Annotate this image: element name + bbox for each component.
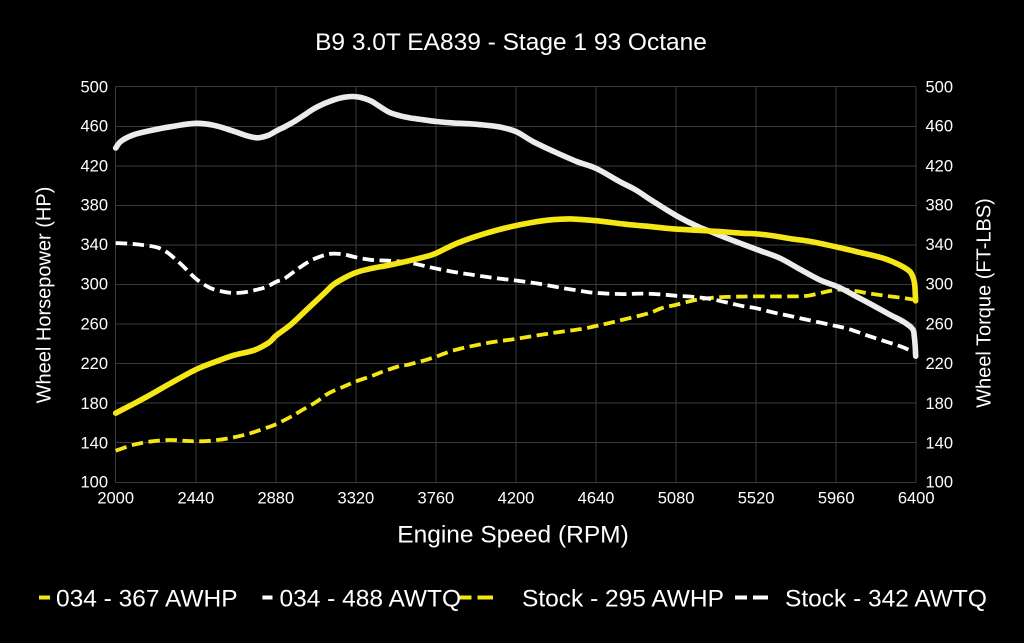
svg-text:340: 340 xyxy=(926,236,954,254)
svg-text:220: 220 xyxy=(80,355,108,373)
svg-text:034 - 488 AWTQ: 034 - 488 AWTQ xyxy=(280,586,462,613)
svg-text:300: 300 xyxy=(80,276,108,294)
svg-text:6400: 6400 xyxy=(898,490,935,508)
svg-text:420: 420 xyxy=(80,158,108,176)
svg-text:034 - 367 AWHP: 034 - 367 AWHP xyxy=(56,586,238,613)
svg-text:180: 180 xyxy=(926,395,954,413)
svg-text:5520: 5520 xyxy=(738,490,775,508)
svg-text:Engine Speed (RPM): Engine Speed (RPM) xyxy=(397,522,629,549)
svg-text:500: 500 xyxy=(80,79,108,97)
svg-text:2880: 2880 xyxy=(257,490,294,508)
svg-text:100: 100 xyxy=(926,474,954,492)
svg-text:4640: 4640 xyxy=(578,490,615,508)
svg-text:B9 3.0T EA839 - Stage 1 93 Oct: B9 3.0T EA839 - Stage 1 93 Octane xyxy=(315,29,707,56)
svg-text:460: 460 xyxy=(80,118,108,136)
svg-text:220: 220 xyxy=(926,355,954,373)
svg-text:2000: 2000 xyxy=(97,490,134,508)
svg-text:260: 260 xyxy=(926,315,954,333)
svg-text:260: 260 xyxy=(80,315,108,333)
svg-text:140: 140 xyxy=(926,435,954,453)
svg-text:180: 180 xyxy=(80,395,108,413)
svg-text:140: 140 xyxy=(80,435,108,453)
svg-text:5960: 5960 xyxy=(818,490,855,508)
svg-text:Stock - 342 AWTQ: Stock - 342 AWTQ xyxy=(785,586,987,613)
svg-text:100: 100 xyxy=(80,474,108,492)
svg-text:5080: 5080 xyxy=(658,490,695,508)
svg-text:Wheel Horsepower (HP): Wheel Horsepower (HP) xyxy=(34,187,56,404)
svg-text:2440: 2440 xyxy=(177,490,214,508)
svg-text:420: 420 xyxy=(926,158,954,176)
svg-text:4200: 4200 xyxy=(498,490,535,508)
svg-text:Wheel Torque (FT-LBS): Wheel Torque (FT-LBS) xyxy=(974,198,996,408)
svg-text:3320: 3320 xyxy=(338,490,375,508)
svg-text:500: 500 xyxy=(926,79,954,97)
svg-text:340: 340 xyxy=(80,236,108,254)
svg-text:3760: 3760 xyxy=(418,490,455,508)
svg-text:Stock - 295 AWHP: Stock - 295 AWHP xyxy=(522,586,724,613)
svg-text:380: 380 xyxy=(80,197,108,215)
svg-text:460: 460 xyxy=(926,118,954,136)
svg-text:380: 380 xyxy=(926,197,954,215)
svg-text:300: 300 xyxy=(926,276,954,294)
